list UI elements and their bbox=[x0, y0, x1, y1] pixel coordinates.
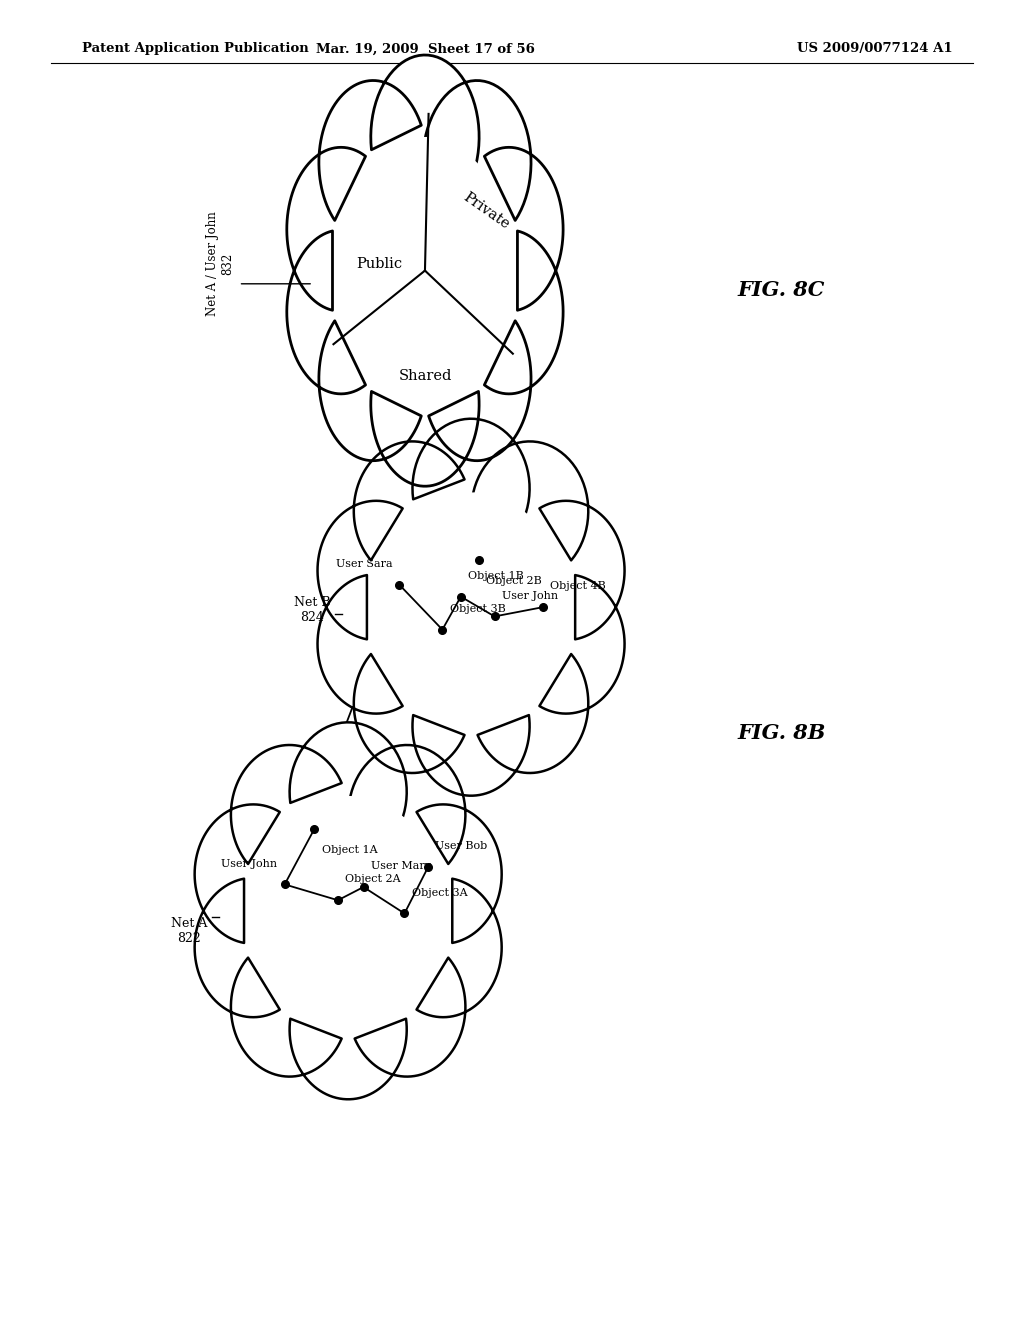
Text: US 2009/0077124 A1: US 2009/0077124 A1 bbox=[797, 42, 952, 55]
Text: User Sara: User Sara bbox=[336, 558, 392, 569]
Text: Public: Public bbox=[355, 257, 402, 271]
Text: User John: User John bbox=[221, 858, 278, 869]
Text: Mar. 19, 2009  Sheet 17 of 56: Mar. 19, 2009 Sheet 17 of 56 bbox=[315, 42, 535, 55]
Text: Patent Application Publication: Patent Application Publication bbox=[82, 42, 308, 55]
Text: Object 2B: Object 2B bbox=[486, 576, 542, 586]
Ellipse shape bbox=[423, 81, 531, 244]
Ellipse shape bbox=[508, 500, 625, 640]
Ellipse shape bbox=[318, 81, 427, 244]
Ellipse shape bbox=[381, 500, 561, 714]
Text: User Bob: User Bob bbox=[435, 841, 487, 851]
Ellipse shape bbox=[318, 297, 427, 461]
Ellipse shape bbox=[195, 804, 311, 944]
Ellipse shape bbox=[413, 418, 529, 558]
Ellipse shape bbox=[345, 150, 505, 391]
Text: Object 1B: Object 1B bbox=[468, 570, 523, 581]
Ellipse shape bbox=[252, 796, 444, 1026]
Ellipse shape bbox=[348, 744, 466, 884]
Text: Object 2A: Object 2A bbox=[345, 874, 400, 884]
Text: Object 3B: Object 3B bbox=[450, 603, 505, 614]
Text: Object 3A: Object 3A bbox=[412, 887, 467, 898]
Ellipse shape bbox=[230, 744, 348, 884]
Ellipse shape bbox=[230, 937, 348, 1077]
Ellipse shape bbox=[258, 804, 438, 1018]
Ellipse shape bbox=[353, 441, 471, 581]
Ellipse shape bbox=[290, 722, 407, 862]
Ellipse shape bbox=[471, 441, 589, 581]
Text: User Mary: User Mary bbox=[371, 861, 431, 871]
Ellipse shape bbox=[317, 574, 434, 714]
Ellipse shape bbox=[375, 492, 567, 722]
Text: FIG. 8C: FIG. 8C bbox=[737, 280, 824, 301]
Text: Object 1A: Object 1A bbox=[322, 845, 377, 855]
Ellipse shape bbox=[287, 230, 395, 393]
Ellipse shape bbox=[455, 230, 563, 393]
Text: Object 4B: Object 4B bbox=[550, 581, 605, 591]
Ellipse shape bbox=[337, 137, 513, 404]
Text: Net A / User John
832: Net A / User John 832 bbox=[206, 211, 234, 317]
Ellipse shape bbox=[413, 656, 529, 796]
Text: Private: Private bbox=[461, 190, 512, 232]
Ellipse shape bbox=[287, 148, 395, 312]
Ellipse shape bbox=[345, 150, 505, 391]
Ellipse shape bbox=[290, 960, 407, 1100]
Ellipse shape bbox=[381, 500, 561, 714]
Ellipse shape bbox=[348, 937, 466, 1077]
Text: User John: User John bbox=[502, 590, 558, 601]
Ellipse shape bbox=[455, 148, 563, 312]
Ellipse shape bbox=[508, 574, 625, 714]
Text: FIG. 8B: FIG. 8B bbox=[737, 722, 825, 743]
Text: Net A
822: Net A 822 bbox=[171, 916, 208, 945]
Ellipse shape bbox=[385, 878, 502, 1018]
Text: Net B
824: Net B 824 bbox=[294, 595, 331, 624]
Ellipse shape bbox=[353, 634, 471, 774]
Ellipse shape bbox=[371, 322, 479, 486]
Ellipse shape bbox=[371, 55, 479, 219]
Ellipse shape bbox=[471, 634, 589, 774]
Ellipse shape bbox=[195, 878, 311, 1018]
Ellipse shape bbox=[258, 804, 438, 1018]
Ellipse shape bbox=[385, 804, 502, 944]
Text: Shared: Shared bbox=[398, 370, 452, 383]
Ellipse shape bbox=[423, 297, 531, 461]
Ellipse shape bbox=[317, 500, 434, 640]
